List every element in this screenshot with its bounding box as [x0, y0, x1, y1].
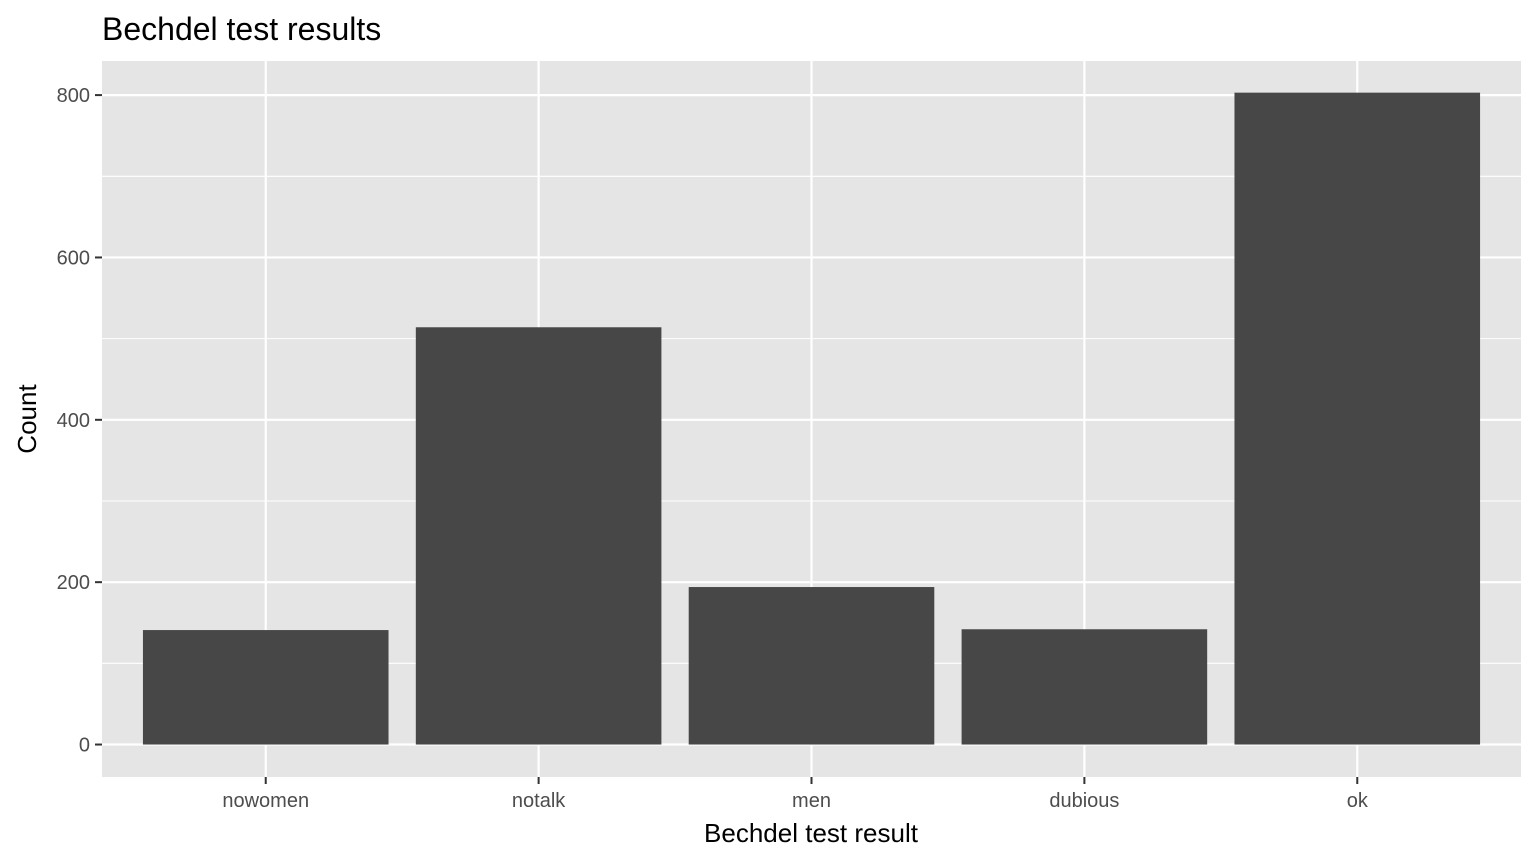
bar-men [688, 587, 935, 745]
y-axis: 0 200 400 600 800 [57, 85, 102, 757]
x-axis-title: Bechdel test result [704, 818, 919, 848]
bar-nowomen [142, 630, 389, 745]
y-tick-label: 200 [57, 572, 90, 594]
x-tick-label: dubious [1049, 790, 1119, 812]
bar-dubious [961, 629, 1208, 745]
y-axis-title: Count [12, 384, 42, 454]
bars [142, 92, 1481, 745]
x-tick-label: men [792, 790, 831, 812]
bar-ok [1234, 92, 1481, 745]
x-tick-label: ok [1347, 790, 1369, 812]
x-tick-label: notalk [512, 790, 566, 812]
y-tick-label: 600 [57, 247, 90, 269]
chart-title: Bechdel test results [102, 11, 381, 47]
y-tick-label: 400 [57, 410, 90, 432]
y-tick-label: 0 [79, 735, 90, 757]
bar-notalk [415, 327, 662, 745]
x-tick-label: nowomen [222, 790, 309, 812]
y-tick-label: 800 [57, 85, 90, 107]
x-axis: nowomen notalk men dubious ok [222, 777, 1369, 812]
